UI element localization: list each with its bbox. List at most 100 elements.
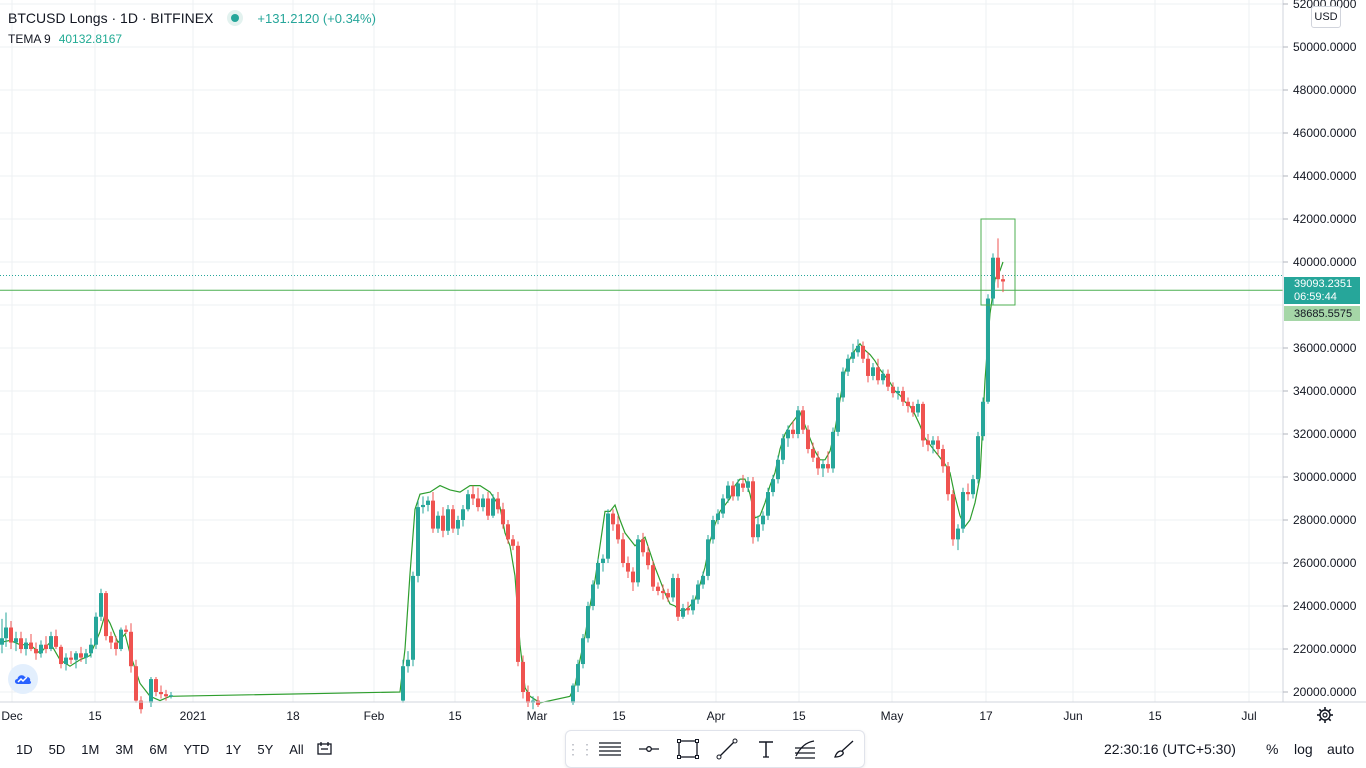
clock[interactable]: 22:30:16 (UTC+5:30) (1104, 741, 1236, 757)
candle-body (766, 492, 770, 516)
time-tick-label: Apr (707, 709, 726, 723)
candle (426, 496, 430, 512)
compare-range-button[interactable] (316, 730, 334, 768)
candle (666, 588, 670, 602)
timeframe-3m[interactable]: 3M (115, 741, 134, 757)
tema-line (0, 261, 1004, 704)
current-price-tag-bg (1284, 277, 1360, 304)
candle (576, 659, 580, 692)
text-icon[interactable] (746, 731, 785, 767)
candle-body (791, 429, 795, 434)
symbol-title[interactable]: BTCUSD Longs · 1D · BITFINEX (8, 10, 214, 26)
log-toggle[interactable]: log (1294, 741, 1313, 757)
candle-body (861, 345, 865, 359)
candle-body (966, 492, 970, 495)
indicator-name[interactable]: TEMA 9 (8, 32, 51, 46)
candle (821, 459, 825, 477)
timeframe-1d[interactable]: 1D (16, 741, 33, 757)
candle-body (606, 513, 610, 559)
candle-body (441, 515, 445, 531)
timeframe-5y[interactable]: 5Y (257, 741, 274, 757)
candle-body (751, 481, 755, 538)
candle (826, 451, 830, 473)
horizontal-lines-icon[interactable] (590, 731, 629, 767)
candle (641, 532, 645, 557)
candle (49, 631, 53, 652)
price-tick-label: 42000.0000 (1293, 212, 1357, 226)
candle-body (671, 578, 675, 598)
percent-toggle[interactable]: % (1266, 741, 1279, 757)
timeframe-5d[interactable]: 5D (48, 741, 66, 757)
price-tags: 39093.2351 06:59:44 38685.5575 (1284, 277, 1360, 321)
price-tick-label: 26000.0000 (1293, 556, 1357, 570)
rectangle-icon[interactable] (668, 731, 707, 767)
candle-body (124, 629, 128, 632)
candle-body (436, 515, 440, 529)
candle (506, 520, 510, 544)
candle (816, 451, 820, 475)
candle-body (726, 485, 730, 499)
fib-icon[interactable] (785, 731, 824, 767)
candle (781, 434, 785, 465)
timeframe-ytd[interactable]: YTD (183, 741, 210, 757)
candle-body (901, 391, 905, 402)
horizontal-ray-icon[interactable] (629, 731, 668, 767)
timeframe-1y[interactable]: 1Y (225, 741, 242, 757)
drawing-toolbar: ⋮⋮ (565, 730, 865, 768)
candle-body (716, 513, 720, 520)
candle-body (129, 631, 133, 667)
timeframe-bar: 1D 5D 1M 3M 6M YTD 1Y 5Y All (6, 730, 310, 768)
candle (69, 651, 73, 665)
price-axis: 52000.0000 50000.0000 48000.0000 46000.0000… (1283, 0, 1357, 699)
time-tick-label: 15 (612, 709, 626, 723)
candle-body (431, 500, 435, 529)
candle (941, 444, 945, 473)
candle-body (591, 584, 595, 606)
candle-body (616, 524, 620, 540)
candle (756, 515, 760, 542)
candle-body (139, 700, 143, 710)
candle (831, 427, 835, 473)
candle-body (851, 352, 855, 359)
currency-badge[interactable]: USD (1311, 6, 1341, 28)
candle (159, 685, 163, 699)
candle-body (731, 485, 735, 497)
candle-body (596, 563, 600, 585)
chart-legend: BTCUSD Longs · 1D · BITFINEX +131.2120 (… (8, 8, 376, 46)
candle (701, 571, 705, 589)
timeframe-1m[interactable]: 1M (81, 741, 100, 757)
candle (436, 511, 440, 533)
candle-body (411, 575, 415, 660)
candle-body (626, 563, 630, 572)
candle-body (926, 440, 930, 445)
candle (836, 393, 840, 437)
candle-body (996, 257, 1000, 280)
trend-line-icon[interactable] (707, 731, 746, 767)
brush-icon[interactable] (824, 731, 863, 767)
candle (766, 487, 770, 520)
candle-body (571, 685, 575, 703)
candle (711, 515, 715, 544)
candle (841, 367, 845, 402)
candle-body (746, 481, 750, 488)
candle-body (656, 586, 660, 591)
candle-body (159, 692, 163, 695)
tradingview-logo[interactable] (8, 664, 38, 694)
auto-toggle[interactable]: auto (1327, 741, 1355, 757)
time-tick-label: 18 (286, 709, 300, 723)
price-change: +131.2120 (+0.34%) (257, 10, 376, 26)
drag-handle-icon[interactable]: ⋮⋮ (566, 740, 594, 757)
candle-body (721, 498, 725, 514)
candle-body (666, 593, 670, 598)
settings-gear-icon[interactable] (1316, 706, 1334, 724)
candle (866, 352, 870, 383)
price-tick-label: 22000.0000 (1293, 642, 1357, 656)
candle (971, 474, 975, 499)
candle (886, 369, 890, 391)
timeframe-all[interactable]: All (289, 741, 304, 757)
timeframe-6m[interactable]: 6M (149, 741, 168, 757)
candle-body (164, 694, 168, 697)
candle (169, 692, 173, 699)
candle (986, 294, 990, 404)
